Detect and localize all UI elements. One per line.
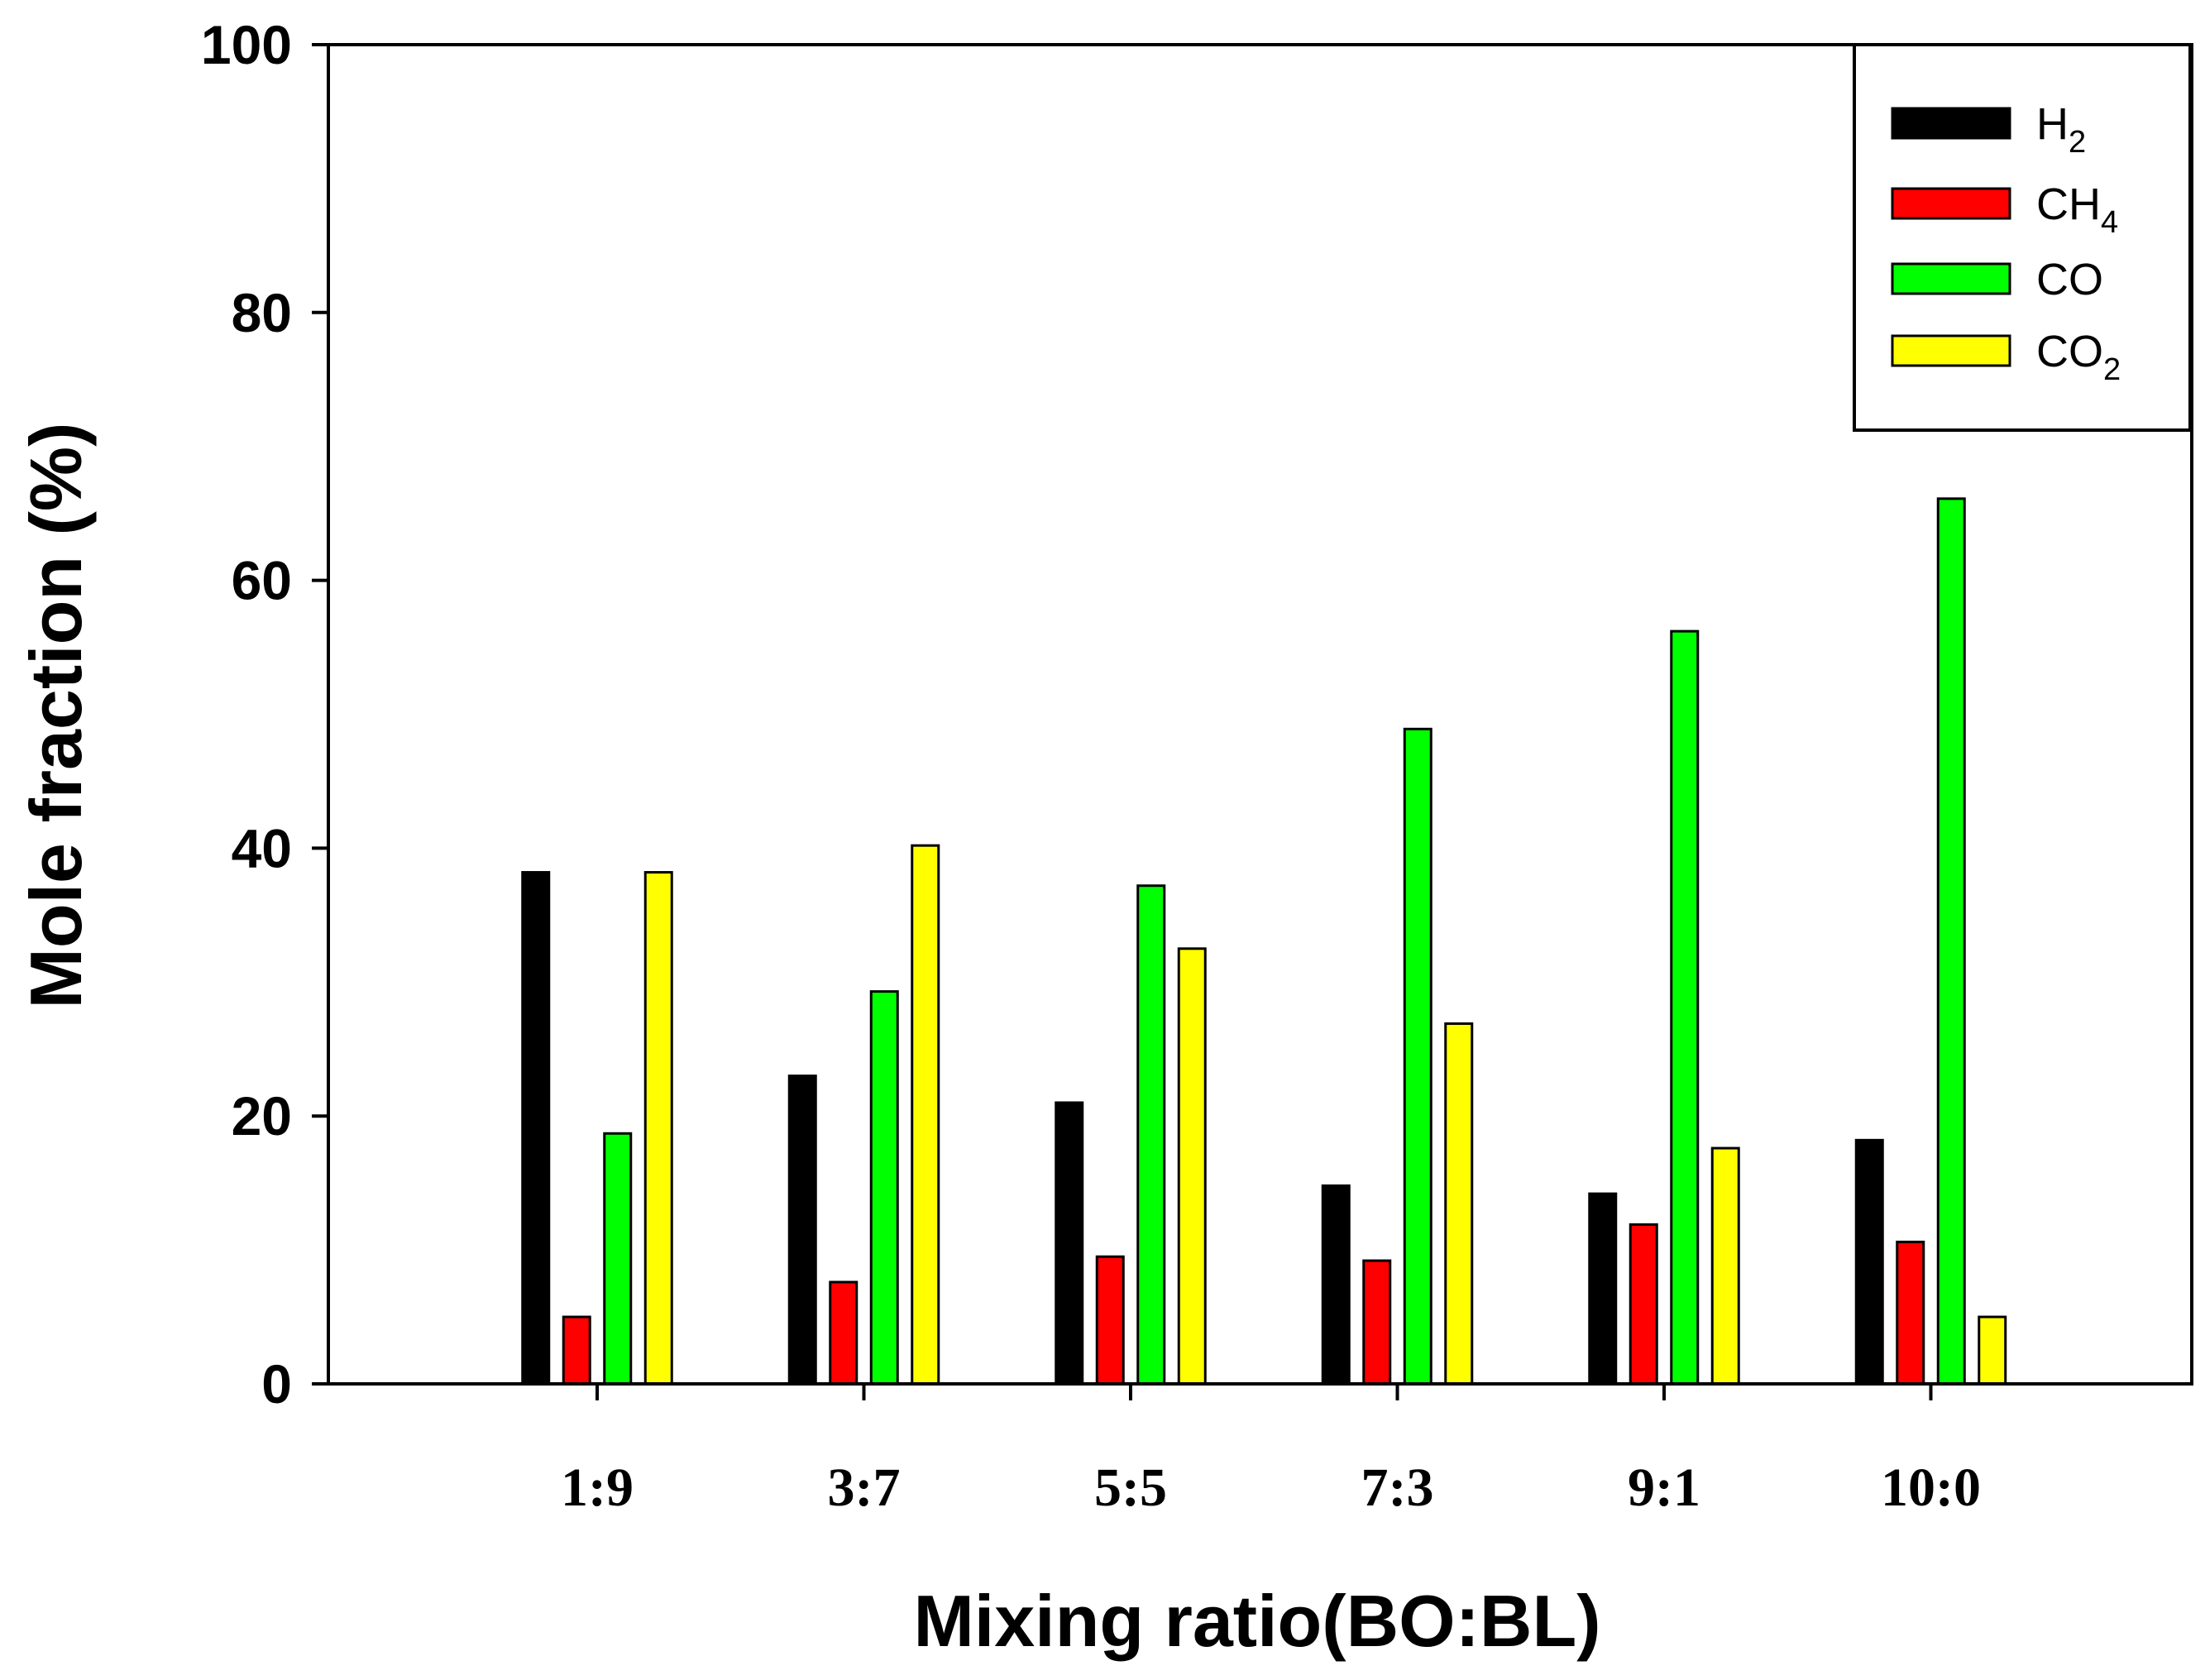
y-tick-label: 0 [261, 1353, 292, 1414]
bar-h2-9-1 [1588, 1192, 1618, 1386]
bar-co-3-7 [869, 990, 899, 1386]
bar-ch4-7-3 [1362, 1259, 1392, 1386]
bar-h2-7-3 [1321, 1184, 1351, 1386]
y-tick-label: 60 [232, 550, 292, 611]
x-tick-label: 9:1 [1628, 1457, 1700, 1518]
bar-co-9-1 [1670, 629, 1700, 1386]
bar-co2-9-1 [1710, 1146, 1740, 1386]
bar-h2-3-7 [787, 1075, 817, 1386]
legend-swatch-ch4 [1891, 187, 2011, 220]
bar-co-7-3 [1403, 727, 1433, 1386]
axes-group [327, 43, 2193, 1386]
legend-label-co2: CO2 [2036, 327, 2121, 387]
bar-h2-5-5 [1055, 1101, 1084, 1386]
bar-ch4-1-9 [562, 1315, 591, 1386]
bar-h2-1-9 [521, 871, 551, 1386]
legend-swatch-co2 [1891, 334, 2011, 367]
legend-label-ch4: CH4 [2036, 179, 2118, 240]
x-tick-label: 3:7 [828, 1457, 901, 1518]
y-axis-title: Mole fraction (%) [15, 423, 97, 1009]
plot-frame [327, 43, 2193, 1386]
bar-co-10-0 [1936, 497, 1966, 1386]
bar-co2-5-5 [1177, 947, 1207, 1386]
bar-ch4-5-5 [1095, 1255, 1125, 1386]
bar-co2-3-7 [911, 844, 940, 1386]
bars-group [521, 497, 2007, 1386]
legend-swatch-co [1891, 262, 2011, 295]
x-axis-title: Mixing ratio(BO:BL) [913, 1580, 1600, 1662]
bar-co2-1-9 [643, 871, 673, 1386]
y-tick-label: 40 [232, 817, 292, 878]
bar-ch4-3-7 [829, 1280, 859, 1386]
x-tick-label: 5:5 [1094, 1457, 1167, 1518]
x-tick-label: 7:3 [1361, 1457, 1434, 1518]
legend: H2 CH4 CO CO2 [1853, 43, 2192, 432]
bar-ch4-9-1 [1629, 1223, 1658, 1386]
bar-h2-10-0 [1854, 1138, 1884, 1386]
ticks-group: 0 20 40 60 80 100 1:9 3:7 5:5 7:3 9:1 10:0 [201, 14, 1981, 1518]
bar-co2-10-0 [1978, 1315, 2007, 1386]
bar-ch4-10-0 [1896, 1240, 1925, 1386]
legend-label-h2: H2 [2036, 99, 2086, 160]
bar-co-5-5 [1136, 884, 1166, 1386]
bar-co-1-9 [603, 1132, 633, 1386]
legend-box [1853, 43, 2192, 432]
legend-swatch-h2 [1891, 107, 2011, 140]
bar-co2-7-3 [1444, 1022, 1474, 1386]
x-tick-label: 10:0 [1881, 1457, 1981, 1518]
y-tick-label: 100 [201, 14, 292, 75]
x-tick-label: 1:9 [561, 1457, 634, 1518]
y-tick-label: 80 [232, 282, 292, 343]
y-tick-label: 20 [232, 1085, 292, 1146]
legend-label-co: CO [2036, 255, 2103, 304]
